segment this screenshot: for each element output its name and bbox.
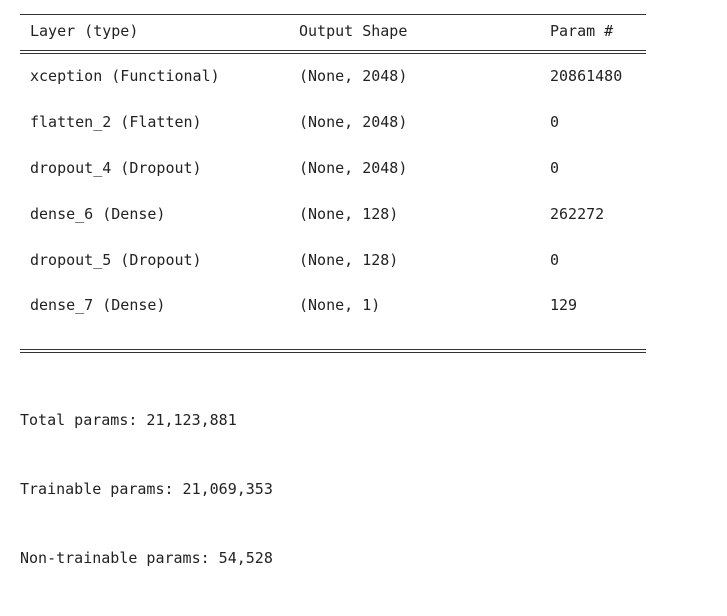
top-rule [20, 14, 646, 15]
header-row: Layer (type) Output Shape Param # [20, 21, 646, 41]
layer-name: xception (Functional) [30, 67, 220, 85]
model-summary: Layer (type) Output Shape Param # xcepti… [20, 0, 650, 567]
layer-row: xception (Functional) (None, 2048) 20861… [20, 66, 646, 86]
layer-row: dense_7 (Dense) (None, 1) 129 [20, 295, 646, 315]
layer-name: dropout_4 (Dropout) [30, 159, 202, 177]
layer-output-shape: (None, 2048) [299, 113, 408, 131]
layer-output-shape: (None, 2048) [299, 159, 408, 177]
layer-output-shape: (None, 2048) [299, 67, 408, 85]
layer-name: dropout_5 (Dropout) [30, 251, 202, 269]
layer-param-count: 20861480 [550, 67, 623, 85]
non-trainable-params: Non-trainable params: 54,528 [20, 549, 273, 567]
layer-param-count: 0 [550, 113, 560, 131]
total-params: Total params: 21,123,881 [20, 411, 237, 429]
header-layer: Layer (type) [30, 22, 139, 40]
header-param-count: Param # [550, 22, 614, 40]
layer-row: dropout_4 (Dropout) (None, 2048) 0 [20, 158, 646, 178]
layer-row: flatten_2 (Flatten) (None, 2048) 0 [20, 112, 646, 132]
layer-row: dropout_5 (Dropout) (None, 128) 0 [20, 250, 646, 270]
layer-param-count: 0 [550, 251, 560, 269]
layer-name: dense_6 (Dense) [30, 205, 166, 223]
trainable-params: Trainable params: 21,069,353 [20, 480, 273, 498]
layer-param-count: 129 [550, 296, 578, 314]
header-output-shape: Output Shape [299, 22, 408, 40]
layer-param-count: 262272 [550, 205, 605, 223]
layer-param-count: 0 [550, 159, 560, 177]
layer-output-shape: (None, 128) [299, 205, 399, 223]
param-totals: Total params: 21,123,881 Trainable param… [20, 363, 273, 616]
layer-name: dense_7 (Dense) [30, 296, 166, 314]
layer-output-shape: (None, 1) [299, 296, 381, 314]
layer-row: dense_6 (Dense) (None, 128) 262272 [20, 204, 646, 224]
layer-name: flatten_2 (Flatten) [30, 113, 202, 131]
header-divider [20, 50, 646, 54]
layer-output-shape: (None, 128) [299, 251, 399, 269]
footer-divider [20, 349, 646, 353]
